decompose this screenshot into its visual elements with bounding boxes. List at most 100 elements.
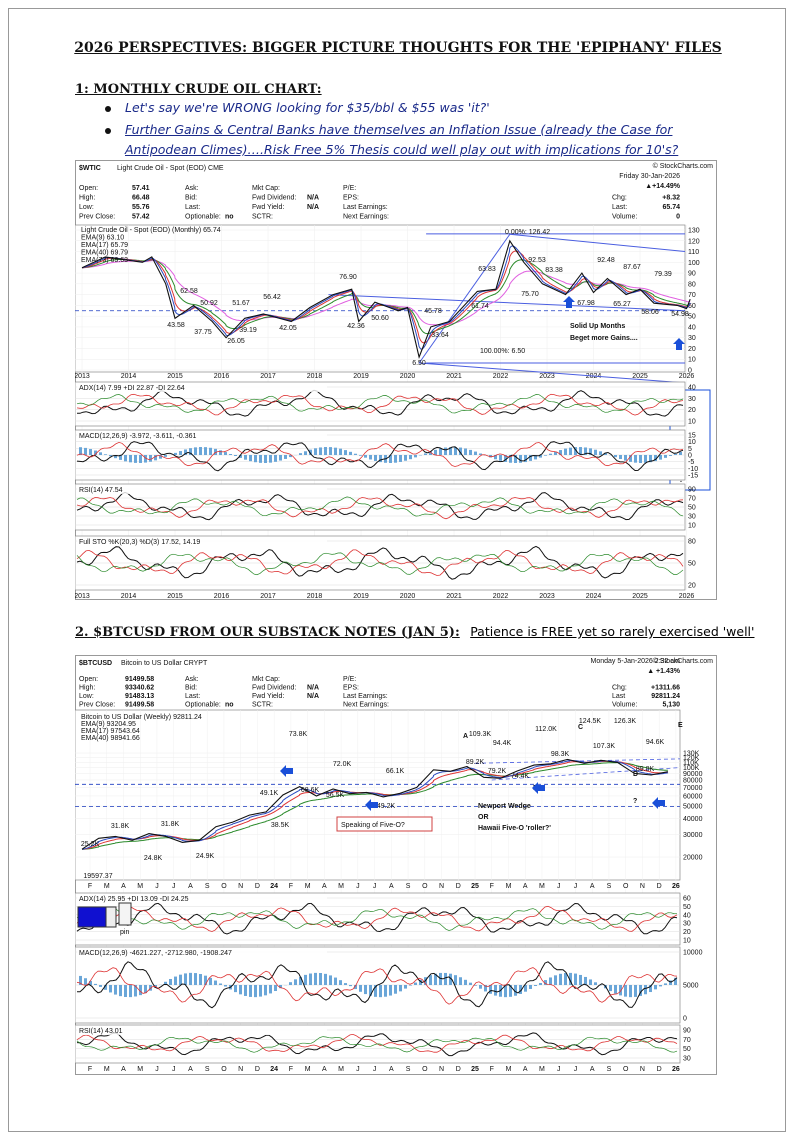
month-label: A — [389, 1066, 394, 1073]
indicator-line — [76, 441, 684, 472]
indicator-line — [76, 1036, 678, 1053]
histogram — [364, 985, 367, 995]
histogram — [184, 973, 187, 985]
year-label: 2026 — [679, 593, 695, 600]
price-label: 72.0K — [333, 761, 352, 768]
histogram — [574, 447, 577, 455]
legend: EMA(40) 69.79 — [81, 250, 128, 257]
histogram — [179, 451, 182, 455]
year-label: 2019 — [353, 593, 369, 600]
histogram — [329, 447, 332, 455]
price-label: 89.8K — [636, 766, 655, 773]
quote-label: Volume: — [612, 702, 637, 709]
month-label: F — [490, 883, 494, 890]
histogram — [184, 449, 187, 455]
histogram — [519, 455, 522, 463]
histogram — [489, 455, 492, 458]
year-label: 2022 — [493, 373, 509, 380]
quote-label: SCTR: — [252, 214, 273, 221]
histogram — [669, 980, 672, 985]
month-label: N — [439, 883, 444, 890]
page-frame — [8, 8, 786, 1132]
price-label: 50.92 — [200, 300, 218, 307]
arrow — [563, 296, 575, 308]
month-label: M — [305, 883, 311, 890]
month-label: O — [623, 1066, 629, 1073]
pin-button — [118, 902, 132, 926]
annotation: Solid Up Months — [570, 323, 625, 330]
year-label: 2026 — [679, 373, 695, 380]
histogram — [339, 448, 342, 455]
tick-label: 60000 — [683, 793, 703, 800]
price-label: 67.98 — [577, 300, 595, 307]
label-bg — [77, 948, 327, 957]
price-label: 92.48 — [597, 257, 615, 264]
quote-value: 0 — [676, 214, 680, 221]
quote-value: no — [225, 214, 234, 221]
histogram — [629, 985, 632, 998]
indicator-line — [76, 552, 684, 576]
histogram — [194, 447, 197, 455]
tick-label: 50 — [688, 505, 696, 512]
histogram — [639, 455, 642, 463]
annotation: C — [578, 724, 583, 731]
histogram — [109, 985, 112, 993]
histogram — [344, 983, 347, 985]
tick-label: 70 — [688, 292, 696, 299]
year-label: 2021 — [446, 593, 462, 600]
quote-value: 91499.58 — [125, 702, 154, 709]
symbol: $WTIC — [79, 165, 101, 172]
histogram — [644, 985, 647, 995]
arrow — [673, 338, 685, 350]
histogram — [294, 979, 297, 985]
histogram — [394, 455, 397, 463]
quote-label: Open: — [79, 185, 98, 192]
month-label: S — [406, 883, 411, 890]
price-label: 31.8K — [161, 821, 180, 828]
histogram — [589, 448, 592, 455]
histogram — [119, 985, 122, 997]
histogram — [474, 985, 477, 986]
histogram — [379, 455, 382, 463]
year-label: 2021 — [446, 373, 462, 380]
tick-label: 40 — [688, 385, 696, 392]
histogram — [529, 985, 532, 989]
quote-label: P/E: — [343, 676, 356, 683]
panel — [75, 224, 686, 373]
month-label: M — [338, 1066, 344, 1073]
annotation: E — [678, 722, 683, 729]
histogram — [114, 455, 117, 459]
histogram — [259, 985, 262, 997]
histogram — [579, 447, 582, 455]
month-label: 26 — [672, 883, 680, 890]
bullet: Let's say we're WRONG looking for $35/bb… — [105, 98, 715, 118]
month-label: M — [305, 1066, 311, 1073]
tick-label: 50 — [683, 1046, 691, 1053]
year-label: 2023 — [539, 593, 555, 600]
histogram — [369, 455, 372, 460]
tick-label: 80 — [688, 539, 696, 546]
histogram — [229, 454, 232, 455]
histogram — [269, 455, 272, 463]
legend: EMA(40) 98941.66 — [81, 735, 140, 742]
annotation-box — [336, 816, 433, 832]
price-label: 31.8K — [111, 823, 130, 830]
histogram — [344, 450, 347, 455]
tick-label: 30 — [688, 335, 696, 342]
histogram — [334, 977, 337, 985]
quote-label: Last: — [185, 693, 200, 700]
month-label: J — [356, 883, 360, 890]
arrow — [280, 765, 293, 777]
legend: Light Crude Oil - Spot (EOD) (Monthly) 6… — [81, 227, 221, 234]
histogram — [234, 455, 237, 456]
histogram — [349, 451, 352, 455]
histogram — [284, 455, 287, 459]
annotation: D — [633, 771, 638, 778]
quote-label: High: — [79, 195, 95, 202]
tick-label: 40 — [683, 912, 691, 919]
annotation: ? — [679, 477, 683, 484]
histogram — [609, 985, 612, 992]
price-label: 58.06 — [641, 309, 659, 316]
quote-label: Last — [612, 693, 625, 700]
